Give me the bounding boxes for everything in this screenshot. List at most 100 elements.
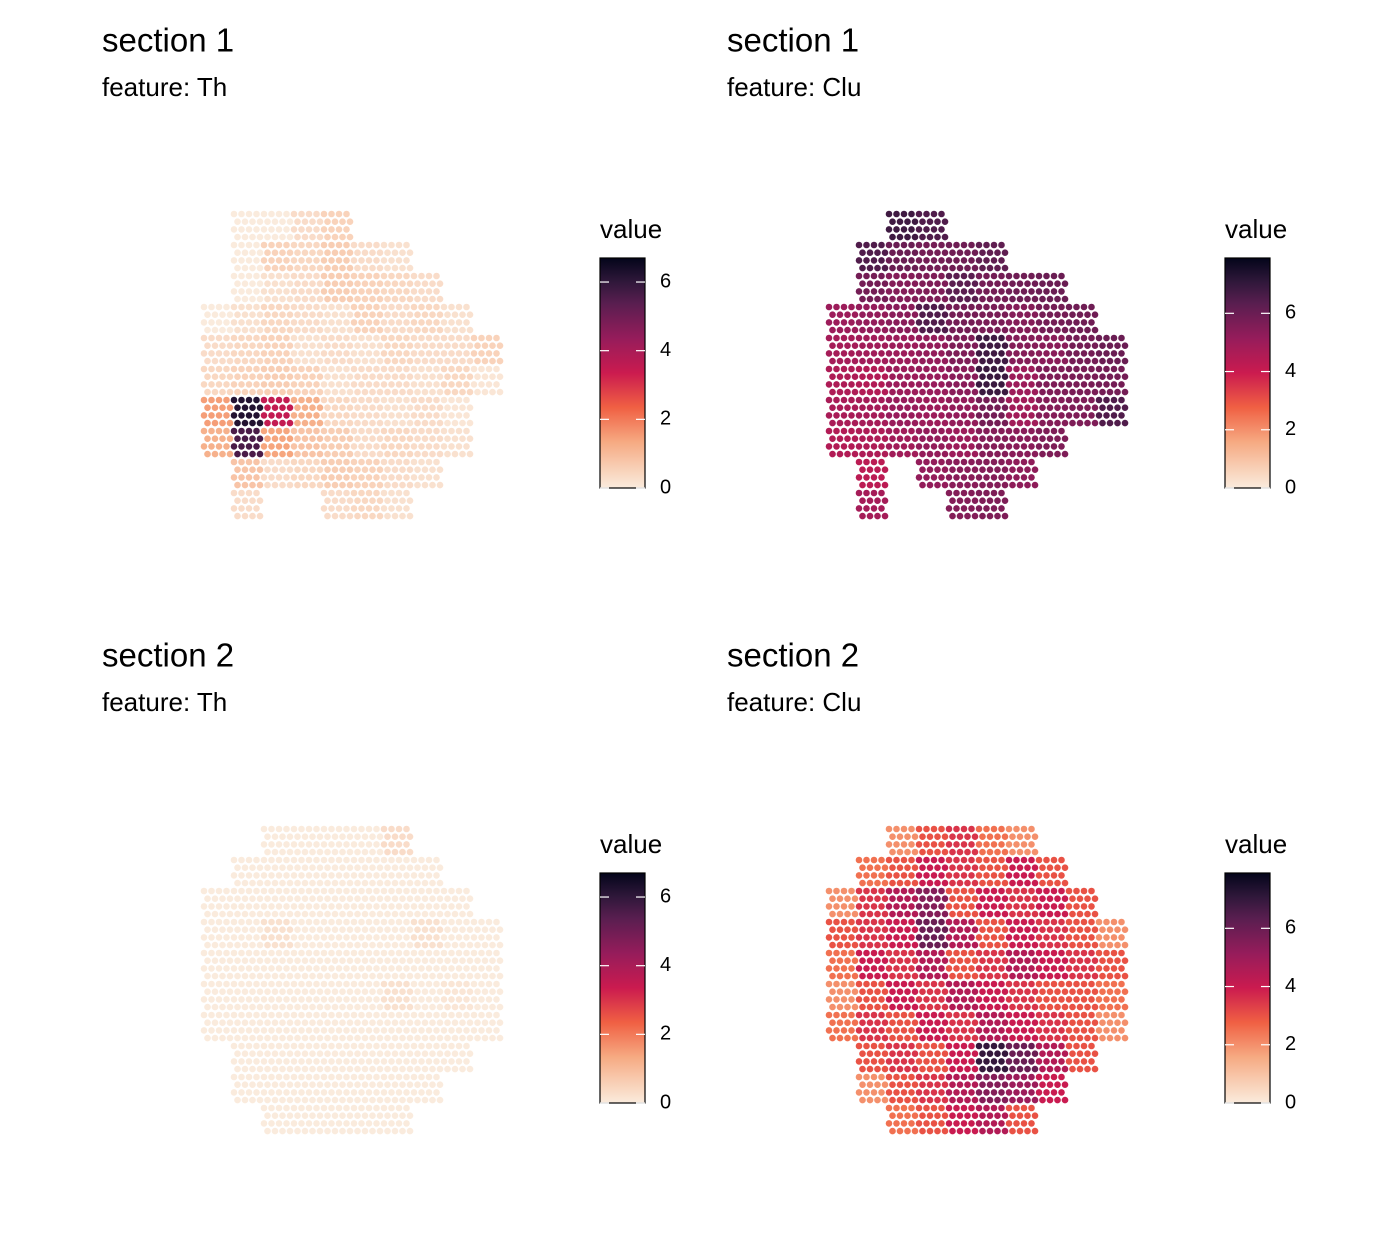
spot [878,949,885,957]
spot [896,833,904,840]
spot [844,910,851,918]
spot [350,505,358,512]
spot [1020,872,1028,879]
spot [1005,996,1013,1003]
colorbar-tick-label: 0 [1285,476,1296,498]
colorbar-tick-label: 2 [1285,418,1296,440]
spot [358,887,365,895]
spot [1091,957,1099,964]
spot [1024,466,1031,474]
spot [1103,918,1110,926]
spot [866,941,874,949]
spot [874,419,881,427]
spot [241,1034,249,1042]
spot [990,996,998,1003]
spot [489,972,496,980]
spot [1099,357,1106,365]
spot [346,910,354,918]
spot [324,357,331,365]
spot [406,342,414,350]
spot [215,1027,223,1034]
spot [998,505,1005,512]
spot [421,972,429,980]
spot [1005,1089,1013,1096]
spot [881,404,889,412]
spot [1020,1089,1028,1096]
spot [968,903,975,910]
spot [1050,288,1058,295]
spot [226,895,234,902]
spot [305,288,313,295]
spot [1114,342,1121,350]
spot [343,381,350,388]
spot [889,1050,896,1057]
spot [863,319,870,326]
spot [926,910,934,918]
spot [294,941,301,949]
spot [938,934,945,941]
spot [350,996,358,1003]
spot [1050,334,1058,342]
spot [994,249,1001,256]
spot [253,1027,260,1034]
spot [451,1034,459,1042]
spot [226,404,234,412]
spot [410,412,418,419]
spot [889,218,896,225]
spot [249,419,256,427]
spot [268,226,275,233]
spot [309,218,316,225]
spot [418,427,425,435]
spot [941,1112,949,1119]
spot [346,926,354,933]
spot [256,295,264,303]
spot [361,864,369,871]
spot [874,1050,881,1057]
spot [968,412,975,419]
spot [421,419,429,427]
spot [463,934,470,941]
spot [215,1011,223,1019]
spot [260,841,268,848]
spot [313,1011,320,1019]
spot [848,381,855,388]
spot [836,326,844,334]
spot [904,249,911,256]
spot [1121,1003,1129,1011]
spot [1031,311,1039,319]
spot [395,934,403,941]
spot [1028,1089,1035,1096]
colorbar-tick-label: 6 [660,270,671,292]
spot [825,381,833,388]
spot [414,879,421,887]
spot [305,334,313,342]
spot [238,1089,245,1096]
spot [870,241,878,249]
spot [1016,1065,1024,1073]
spot [971,295,979,303]
spot [298,303,305,311]
spot [866,1065,874,1073]
spot [268,1104,275,1112]
spot [881,280,889,288]
spot [343,257,350,264]
spot [1046,864,1054,871]
spot [346,218,354,225]
spot [283,1011,290,1019]
spot [324,957,331,964]
spot [391,497,399,505]
spot [354,1127,361,1135]
spot [391,435,399,443]
spot [275,272,283,280]
spot [313,226,320,233]
spot [271,879,279,887]
spot [829,988,836,995]
spot [1084,326,1091,334]
spot [1099,404,1106,412]
spot [328,458,335,466]
spot [919,1065,926,1073]
spot [459,388,466,396]
spot [915,427,923,435]
spot [410,1042,418,1050]
spot [949,848,956,856]
